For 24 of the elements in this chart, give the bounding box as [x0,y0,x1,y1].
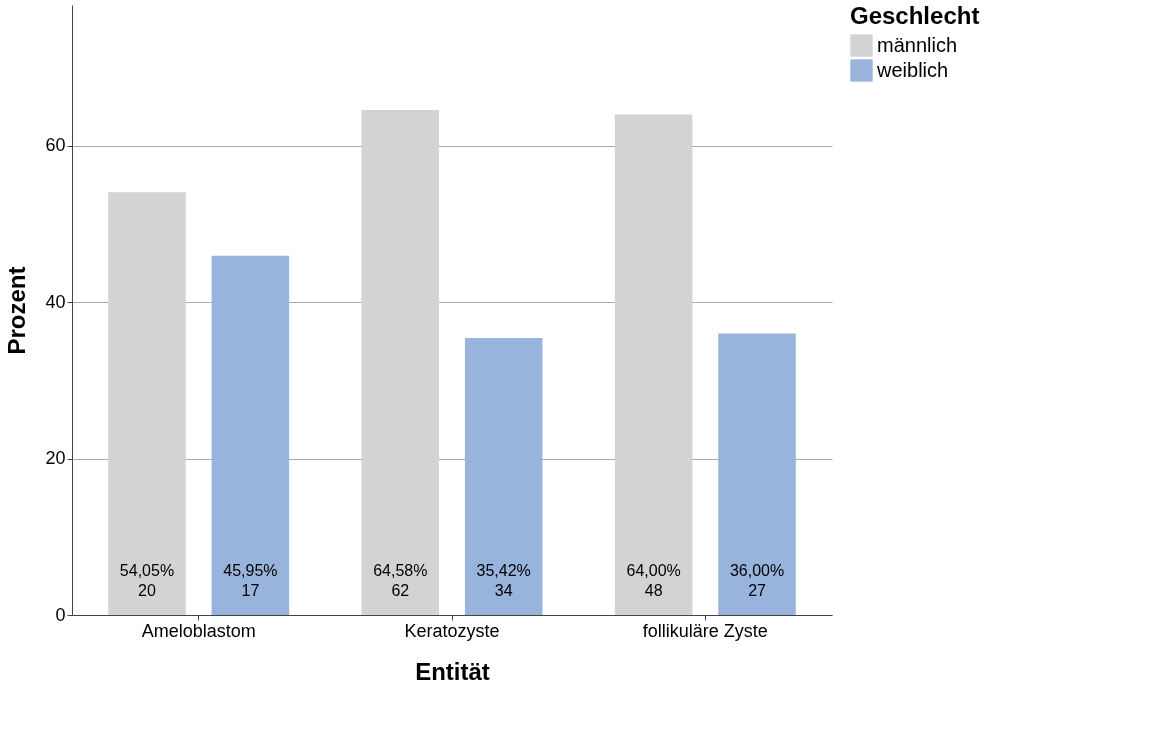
data-label: 45,95% 17 [223,562,278,599]
legend-title: Geschlecht [850,2,980,29]
x-tick-label: Ameloblastom [141,620,256,641]
data-label: 54,05% 20 [119,562,175,599]
bar [718,333,796,615]
bar [211,255,290,615]
bar [108,192,186,615]
y-axis-title: Prozent [3,266,31,355]
data-label: 36,00% 27 [729,562,785,599]
x-tick-label: Keratozyste [404,620,500,641]
x-axis-title: Entität [415,657,490,685]
y-tick-label: 60 [45,135,66,156]
legend-label: weiblich [876,58,949,81]
data-label: 64,00% 48 [626,562,681,599]
y-tick-label: 40 [45,291,66,312]
legend-label: männlich [877,33,958,56]
y-tick-label: 20 [45,448,66,469]
bar [614,114,693,615]
y-tick-label: 0 [55,604,66,625]
x-tick-label: follikuläre Zyste [642,620,768,641]
data-label: 35,42% 34 [476,562,531,599]
data-label: 64,58% 62 [373,562,428,599]
bar [361,109,440,615]
bar [464,338,543,615]
